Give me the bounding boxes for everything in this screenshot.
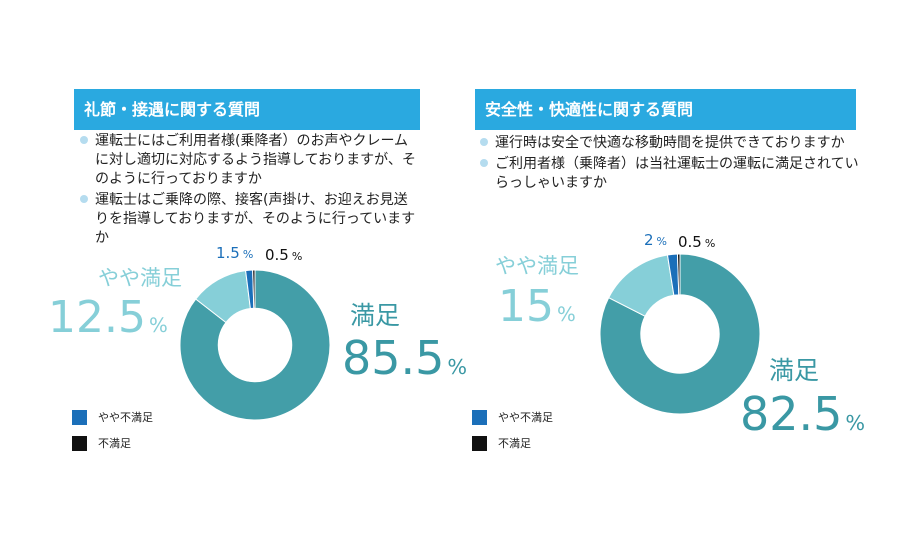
question-item: 運転士にはご利用者様(乗降者）のお声やクレームに対し適切に対応するよう指導してお… [80, 132, 420, 189]
percent-sign: % [656, 235, 667, 248]
legend-label: 不満足 [498, 437, 531, 450]
legend-label: 不満足 [98, 437, 131, 450]
legend-item: やや不満足 [472, 409, 553, 425]
value-text: 0.5 [265, 246, 289, 264]
label-somewhat-dissatisfied-value: 2% [644, 233, 667, 248]
bullet-icon [80, 136, 88, 144]
label-somewhat-dissatisfied-value: 1.5% [216, 246, 253, 261]
percent-sign: % [242, 248, 254, 261]
question-list: 運転士にはご利用者様(乗降者）のお声やクレームに対し適切に対応するよう指導してお… [80, 132, 420, 250]
value-text: 82.5 [740, 387, 843, 441]
section-title: 安全性・快適性に関する質問 [475, 89, 856, 130]
label-satisfied-value: 82.5% [740, 391, 865, 437]
label-satisfied-name: 満足 [769, 356, 820, 385]
panel-safety: 安全性・快適性に関する質問 運行時は安全で快適な移動時間を提供できておりますか … [460, 0, 920, 540]
question-text: 運行時は安全で快適な移動時間を提供できておりますか [495, 135, 845, 151]
legend-swatch-somewhat-dissatisfied [472, 409, 487, 425]
question-text: 運転士にはご利用者様(乗降者）のお声やクレームに対し適切に対応するよう指導してお… [95, 133, 416, 187]
section-title: 礼節・接遇に関する質問 [74, 89, 420, 130]
label-somewhat-satisfied-value: 12.5% [48, 296, 168, 340]
value-text: 12.5 [48, 292, 146, 343]
bullet-icon [480, 138, 488, 146]
donut-chart [599, 253, 761, 415]
slice-satisfied [179, 269, 331, 421]
bullet-icon [80, 195, 88, 203]
percent-sign: % [148, 314, 168, 337]
percent-sign: % [845, 411, 866, 435]
label-somewhat-satisfied-name: やや満足 [98, 266, 182, 290]
percent-sign: % [704, 237, 716, 250]
legend: やや不満足 不満足 [72, 409, 153, 461]
slice-satisfied [599, 253, 761, 415]
value-text: 1.5 [216, 244, 240, 262]
question-item: 運転士はご乗降の際、接客(声掛け、お迎えお見送りを指導しておりますが、そのように… [80, 191, 420, 248]
legend-item: 不満足 [472, 435, 553, 451]
percent-sign: % [291, 250, 303, 263]
legend-label: やや不満足 [98, 411, 153, 424]
question-item: 運行時は安全で快適な移動時間を提供できておりますか [480, 134, 860, 153]
legend-swatch-dissatisfied [472, 435, 487, 451]
question-item: ご利用者様（乗降者）は当社運転士の運転に満足されていらっしゃいますか [480, 155, 860, 193]
label-satisfied-name: 満足 [350, 301, 401, 330]
label-satisfied-value: 85.5% [342, 335, 467, 381]
slice-dissatisfied [676, 253, 681, 296]
label-somewhat-satisfied-name: やや満足 [495, 254, 579, 278]
bullet-icon [480, 159, 488, 167]
panel-courtesy: 礼節・接遇に関する質問 運転士にはご利用者様(乗降者）のお声やクレームに対し適切… [48, 89, 467, 461]
legend-item: やや不満足 [72, 409, 153, 425]
question-list: 運行時は安全で快適な移動時間を提供できておりますか ご利用者様（乗降者）は当社運… [480, 134, 860, 195]
question-text: 運転士はご乗降の際、接客(声掛け、お迎えお見送りを指導しておりますが、そのように… [95, 192, 416, 246]
label-somewhat-satisfied-value: 15% [498, 285, 576, 329]
legend-label: やや不満足 [498, 411, 553, 424]
value-text: 85.5 [342, 331, 445, 385]
donut-chart [179, 269, 331, 421]
legend-item: 不満足 [72, 435, 153, 451]
legend: やや不満足 不満足 [472, 409, 553, 461]
label-dissatisfied-value: 0.5% [678, 235, 715, 250]
legend-swatch-dissatisfied [72, 435, 87, 451]
legend-swatch-somewhat-dissatisfied [72, 409, 87, 425]
question-text: ご利用者様（乗降者）は当社運転士の運転に満足されていらっしゃいますか [495, 156, 859, 191]
value-text: 0.5 [678, 233, 702, 251]
label-dissatisfied-value: 0.5% [265, 248, 302, 263]
value-text: 15 [498, 281, 554, 332]
percent-sign: % [557, 303, 576, 326]
slice-dissatisfied [252, 269, 256, 309]
percent-sign: % [447, 355, 468, 379]
value-text: 2 [644, 231, 654, 249]
